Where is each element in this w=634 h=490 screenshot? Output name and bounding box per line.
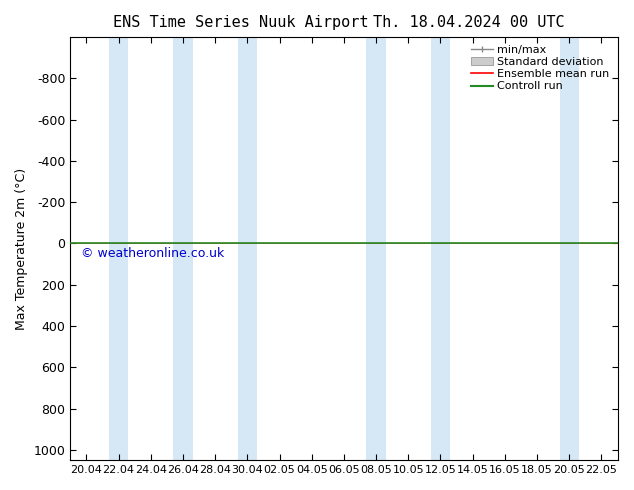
Bar <box>238 37 257 460</box>
Bar <box>173 37 193 460</box>
Bar <box>366 37 385 460</box>
Legend: min/max, Standard deviation, Ensemble mean run, Controll run: min/max, Standard deviation, Ensemble me… <box>469 43 612 94</box>
Y-axis label: Max Temperature 2m (°C): Max Temperature 2m (°C) <box>15 168 28 330</box>
Text: ENS Time Series Nuuk Airport: ENS Time Series Nuuk Airport <box>113 15 368 30</box>
Text: Th. 18.04.2024 00 UTC: Th. 18.04.2024 00 UTC <box>373 15 565 30</box>
Bar <box>431 37 450 460</box>
Bar <box>109 37 128 460</box>
Text: © weatheronline.co.uk: © weatheronline.co.uk <box>81 247 224 260</box>
Bar <box>560 37 579 460</box>
